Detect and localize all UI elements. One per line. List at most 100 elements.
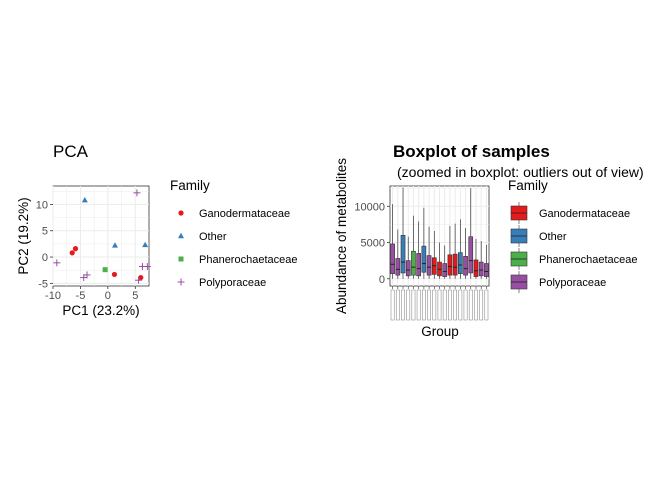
pca-point [143,263,151,271]
pca-x-tick-label: 0 [105,290,111,302]
pca-point [138,274,144,281]
boxplot-box-body [484,263,489,277]
boxplot-x-tick-label-illegible [453,289,457,321]
pca-y-ticks: -5 0 5 10 [36,199,53,290]
boxplot-x-tick-label-illegible [390,289,395,321]
boxplot-box-body [478,261,484,277]
boxplot-box [458,219,463,279]
pca-x-tick-label: -5 [76,290,86,302]
boxplot-box [473,238,479,279]
boxplot-x-tick-label-illegible [406,289,411,321]
boxplot-x-tick-label-illegible [411,289,416,321]
boxplot-x-tick-label-illegible [442,289,447,321]
boxplot-box-body [411,250,416,276]
pca-legend-title: Family [170,178,210,193]
pca-legend-key [177,278,185,286]
boxplot-x-tick-label-illegible [448,289,452,321]
boxplot-y-axis-label: Abundance of metabolites [334,158,349,314]
boxplot-box [463,228,468,279]
pca-title: PCA [53,142,89,161]
pca-x-tick-label: -10 [45,290,61,302]
boxplot-box [447,225,453,279]
boxplot-x-tick-label-illegible [484,289,489,321]
boxplot-box-body [452,253,458,276]
pca-legend-label: Phanerochaetaceae [199,254,297,266]
pca-point [102,267,108,273]
boxplot-legend-label: Ganodermataceae [539,208,630,220]
pca-legend-label: Polyporaceae [199,277,266,289]
boxplot-box [395,229,401,279]
boxplot-box [431,230,437,279]
pca-point [135,276,143,284]
pca-point [69,250,75,256]
boxplot-box-body [442,263,448,277]
pca-point [111,242,118,248]
boxplot-y-tick-label: 10000 [354,201,385,213]
boxplot-title: Boxplot of samples [393,142,550,161]
boxplot-legend-key [510,202,528,224]
pca-grid [52,186,149,286]
pca-x-ticks: -10 -5 0 5 [45,286,138,302]
boxplot-legend-title: Family [508,178,548,193]
boxplot-box [416,221,421,279]
boxplot-box [400,187,406,279]
boxplot-legend-key [510,248,528,270]
boxplot-box-body [463,255,468,276]
boxplot-box-body [473,259,479,277]
boxplot-box-body [405,260,411,277]
pca-point [142,241,149,248]
pca-points [53,189,151,284]
boxplot-x-tick-label-illegible [474,289,478,321]
boxplot-box [411,215,416,279]
pca-y-tick-label: -5 [38,278,48,290]
boxplot-x-tick-label-illegible [479,289,484,321]
pca-legend-key [178,232,184,239]
boxplot-x-ticks [390,286,489,321]
boxplot-x-tick-label-illegible [437,289,442,321]
boxplot-box [426,226,432,279]
boxplot-legend-label: Phanerochaetaceae [539,254,637,266]
boxplot-x-tick-label-illegible [416,289,421,321]
pca-y-tick-label: 10 [36,199,48,211]
boxplot-box [442,245,448,279]
boxplot-legend-key [510,271,528,293]
boxplot-legend-label: Polyporaceae [539,277,606,289]
pca-legend-label: Ganodermataceae [199,208,290,220]
pca-y-tick-label: 0 [42,252,48,264]
pca-legend-label: Other [199,231,227,243]
boxplot-box-body [421,245,427,273]
boxplot-x-tick-label-illegible [427,289,431,321]
boxplot-box [478,241,484,279]
boxplot-chart: Boxplot of samples (zoomed in boxplot: o… [334,142,644,339]
pca-point [133,189,141,197]
boxplot-box-body [458,252,463,274]
boxplot-box [421,207,427,279]
boxplot-y-tick-label: 5000 [361,238,385,250]
pca-y-tick-label: 5 [42,226,48,238]
boxplot-box-body [416,253,421,277]
boxplot-legend-label: Other [539,231,567,243]
boxplot-box [452,223,458,279]
boxplot-box-body [468,236,474,274]
boxplot-box-body [400,234,406,274]
boxplot-x-tick-label-illegible [432,289,437,321]
boxplot-x-tick-label-illegible [458,289,463,321]
boxplot-legend: Ganodermataceae Other Phanerochaetaceae Pol… [510,202,637,293]
boxplot-x-tick-label-illegible [463,289,468,321]
pca-plot-panel [52,185,150,287]
boxplot-subtitle: (zoomed in boxplot: outliers out of view… [397,164,644,180]
pca-x-tick-label: 5 [132,290,138,302]
boxplot-x-tick-label-illegible [422,289,426,321]
boxplot-box [484,244,489,279]
boxplot-box-body [426,255,432,276]
boxplot-y-ticks: 0 5000 10000 [354,201,390,286]
pca-point [83,271,91,279]
boxplot-box-body [390,243,395,274]
boxplot-x-tick-label-illegible [401,289,405,321]
pca-x-axis-label: PC1 (23.2%) [62,303,139,318]
boxplot-boxes [390,187,489,279]
boxplot-x-tick-label-illegible [468,289,473,321]
pca-legend-key [178,256,184,262]
